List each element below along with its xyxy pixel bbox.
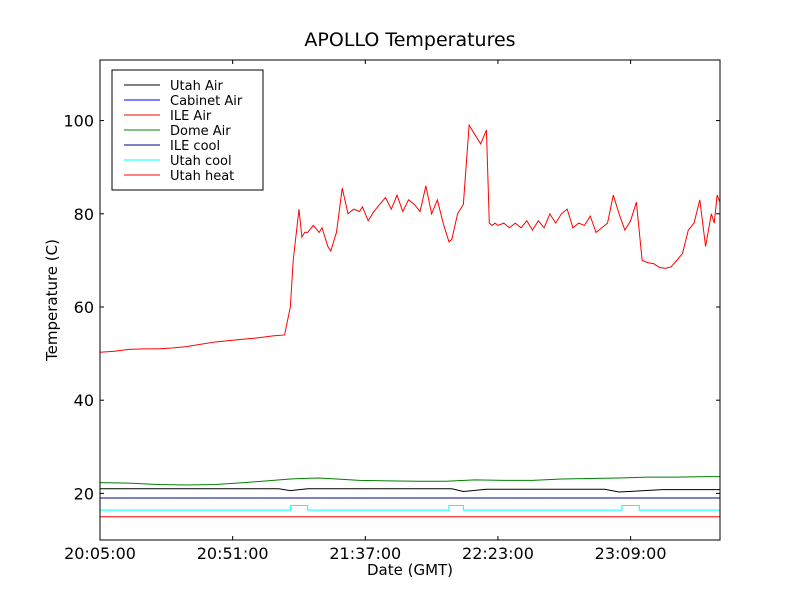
series-line-utah-cool [100,505,720,511]
y-tick-label: 60 [74,298,94,317]
x-tick-label: 20:51:00 [197,544,269,563]
y-tick-label: 40 [74,391,94,410]
series-line-ile-air [100,123,720,353]
x-tick-label: 22:23:00 [462,544,534,563]
x-tick-label: 21:37:00 [329,544,401,563]
chart-title: APOLLO Temperatures [304,29,515,51]
y-tick-label: 80 [74,205,94,224]
series-line-dome-air [100,476,720,486]
series-line-utah-air [100,488,720,493]
x-tick-label: 23:09:00 [595,544,667,563]
x-axis-label: Date (GMT) [367,561,453,579]
plot-area [100,123,720,518]
x-axis: 20:05:00 20:51:00 21:37:00 22:23:00 23:09:00 [64,60,667,563]
y-tick-label: 20 [74,484,94,503]
legend-entry-label: Utah heat [170,169,234,184]
legend-entry-label: Dome Air [170,124,231,139]
legend-entry-label: Utah cool [170,154,232,169]
y-axis-label: Temperature (C) [43,239,61,362]
legend-entry-label: ILE cool [170,139,220,154]
plot-frame [99,59,721,541]
x-tick-label: 20:05:00 [64,544,136,563]
y-tick-label: 100 [63,112,94,131]
y-axis: 20 40 60 80 100 [63,112,720,503]
legend-entry-label: Cabinet Air [170,94,243,109]
legend-entry-label: Utah Air [170,79,223,94]
legend-entry-label: ILE Air [170,109,212,124]
